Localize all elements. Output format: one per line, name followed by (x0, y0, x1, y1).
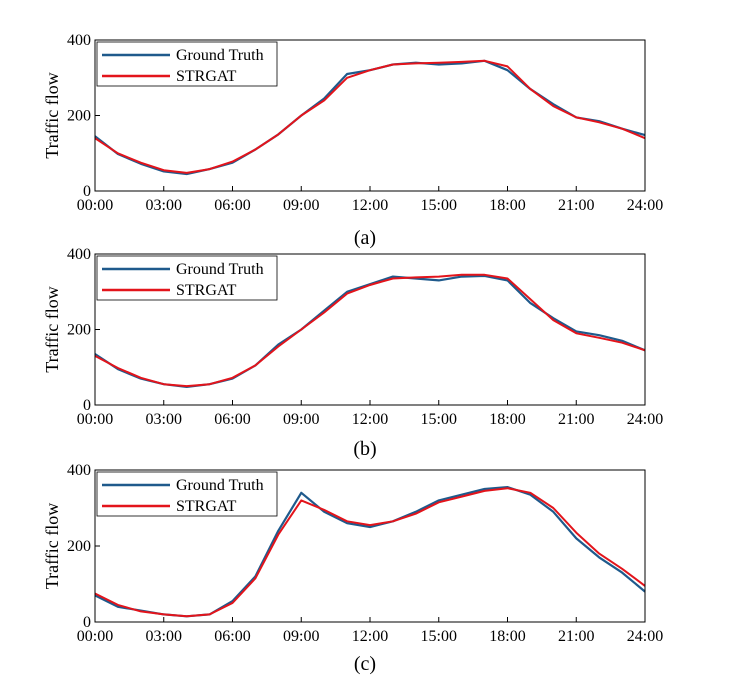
x-tick-label: 18:00 (489, 411, 525, 428)
x-tick-label: 24:00 (627, 628, 663, 645)
x-tick-label: 12:00 (352, 197, 388, 214)
series-line-strgat (94, 487, 646, 618)
y-tick-label: 200 (67, 538, 91, 555)
x-tick-label: 03:00 (146, 411, 182, 428)
x-tick-label: 15:00 (421, 411, 457, 428)
y-axis-label: Traffic flow (42, 72, 62, 159)
x-tick-label: 21:00 (558, 411, 594, 428)
x-tick-label: 09:00 (283, 197, 319, 214)
x-tick-label: 18:00 (489, 197, 525, 214)
series-line-strgat (94, 273, 646, 388)
x-tick-label: 06:00 (214, 197, 250, 214)
y-tick-label: 0 (83, 614, 91, 631)
x-tick-label: 15:00 (421, 197, 457, 214)
panel-c: 0 200 400 00:00 03:00 06:00 09:00 12:00 15:00 18:… (42, 462, 663, 675)
y-tick-label: 400 (67, 32, 91, 49)
legend-label: Ground Truth (176, 261, 264, 278)
x-tick-label: 06:00 (214, 411, 250, 428)
x-tick-label: 00:00 (77, 197, 113, 214)
x-tick-label: 12:00 (352, 628, 388, 645)
x-tick-label: 15:00 (421, 628, 457, 645)
legend-label: STRGAT (176, 282, 237, 299)
legend-label: Ground Truth (176, 47, 264, 64)
panel-a: 0 200 400 00:00 03:00 06:00 09:00 12:00 15:00 18:… (42, 32, 663, 249)
panel-caption: (b) (353, 438, 376, 460)
y-tick-label: 200 (67, 108, 91, 125)
panel-b: 0 200 400 00:00 03:00 06:00 09:00 12:00 15:00 18:… (42, 246, 663, 460)
y-tick-label: 0 (83, 397, 91, 414)
y-tick-label: 0 (83, 183, 91, 200)
legend-box (96, 255, 278, 301)
x-tick-label: 03:00 (146, 628, 182, 645)
legend-box (96, 471, 278, 517)
x-tick-label: 09:00 (283, 411, 319, 428)
x-tick-label: 00:00 (77, 411, 113, 428)
series-line-strgat (94, 59, 646, 174)
y-axis-label: Traffic flow (42, 503, 62, 590)
legend-label: STRGAT (176, 498, 237, 515)
x-tick-label: 21:00 (558, 197, 594, 214)
x-tick-label: 21:00 (558, 628, 594, 645)
x-tick-label: 12:00 (352, 411, 388, 428)
x-tick-label: 00:00 (77, 628, 113, 645)
x-tick-label: 09:00 (283, 628, 319, 645)
panel-caption: (c) (354, 653, 376, 675)
legend-label: Ground Truth (176, 477, 264, 494)
legend-box (96, 41, 278, 87)
y-axis-label: Traffic flow (42, 286, 62, 373)
y-tick-label: 400 (67, 462, 91, 479)
y-tick-label: 200 (67, 322, 91, 339)
x-tick-label: 24:00 (627, 411, 663, 428)
x-tick-label: 03:00 (146, 197, 182, 214)
legend-label: STRGAT (176, 68, 237, 85)
x-tick-label: 18:00 (489, 628, 525, 645)
panel-caption: (a) (354, 227, 376, 249)
x-tick-label: 24:00 (627, 197, 663, 214)
y-tick-label: 400 (67, 246, 91, 263)
x-tick-label: 06:00 (214, 628, 250, 645)
